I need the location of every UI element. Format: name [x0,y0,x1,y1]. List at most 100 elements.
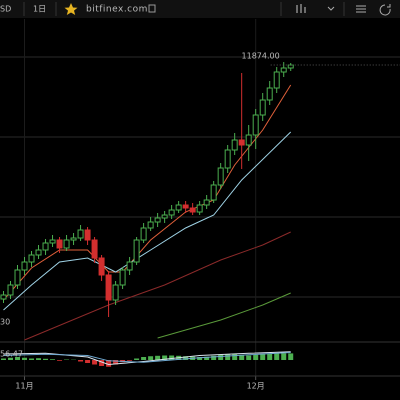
candle-body [224,149,231,169]
candle-body [175,204,182,211]
candle-body [252,114,259,136]
macd-bar [197,357,203,360]
price-label: 30 [0,318,10,327]
macd-bar [225,354,231,360]
candle-body [105,274,112,301]
macd-bar [78,360,84,362]
candle-body [147,221,154,229]
candle-body [42,242,49,251]
candle-body [280,67,287,73]
candle-body [287,64,294,69]
plot-area: 11月 12月 11874.00 30 56.47 [0,19,400,391]
source[interactable]: bitfinex.com [86,5,148,15]
macd-bar [141,357,147,360]
candle-body [273,71,280,89]
macd-bar [85,360,91,363]
candle-body [189,207,196,213]
toolbar-bg [0,0,400,18]
candle-body [7,284,14,296]
candle-body [266,87,273,101]
macd-bar [148,356,154,360]
candle-body [112,284,119,301]
macd-bar [43,358,49,360]
moving-average [24,231,291,341]
copy-icon[interactable] [148,4,156,13]
candle-body [196,204,203,213]
candle-body [133,239,140,263]
candle-body [154,217,161,223]
macd-bar [99,360,105,366]
macd-bar [253,354,259,360]
moving-average [157,292,291,339]
moving-average [3,131,292,311]
x-tick-label: 11月 [15,382,33,391]
candle-body [77,229,84,239]
macd-bar [232,353,238,360]
max-price-label: 11874.00 [242,52,280,61]
macd-bar [15,357,21,360]
candle-body [0,294,7,300]
candle-body [21,261,28,271]
macd-bar [106,360,112,367]
candle-body [119,269,126,286]
candle-body [91,239,98,259]
macd-bar [239,355,245,360]
indicator-icon[interactable] [296,4,306,13]
macd-bar [211,355,217,360]
symbol[interactable]: SD [0,5,11,14]
macd-bar [57,360,63,361]
macd-bar [267,353,273,360]
toolbar: SD 1日 bitfinex.com [0,0,400,18]
macd-bar [1,358,7,360]
macd-bar [113,360,119,365]
macd-bar [127,360,133,361]
macd-bar [274,353,280,360]
candle-body [98,257,105,276]
macd-bar [162,355,168,360]
candle-body [182,204,189,209]
macd-bar [169,355,175,360]
interval[interactable]: 1日 [33,5,46,14]
candle-body [63,239,70,249]
macd-bar [218,354,224,360]
candle-body [168,209,175,216]
candle-body [70,237,77,241]
candle-body [245,134,252,146]
candle-body [14,269,21,286]
candle-body [140,227,147,241]
candle-body [217,167,224,186]
macd-bar [155,355,161,360]
compare-icon[interactable] [327,6,335,11]
macd-bar [8,357,14,360]
macd-bar [50,359,56,360]
macd-bar [92,360,98,365]
candle-body [84,229,91,241]
candle-body [56,239,63,249]
candle-body [49,239,56,244]
candle-body [161,214,168,219]
x-tick-label: 12月 [247,382,265,391]
settings-icon[interactable] [356,5,366,13]
candle-body [259,99,266,116]
candle-body [35,249,42,256]
macd-bar [288,353,294,360]
macd-bar [29,358,35,360]
macd-bar [22,357,28,360]
macd-bar [246,355,252,360]
macd-line [3,351,291,366]
macd-bar [183,356,189,360]
favorite-star[interactable] [64,3,78,15]
macd-bar [260,354,266,360]
candle-body [203,199,210,206]
macd-bar [134,358,140,360]
macd-bar [36,358,42,360]
macd-bar [204,356,210,360]
macd-label: 56.47 [0,350,23,359]
macd-bar [281,353,287,360]
refresh-icon[interactable] [379,4,391,16]
candle-body [210,184,217,201]
candle-body [238,139,245,146]
candle-body [231,139,238,151]
